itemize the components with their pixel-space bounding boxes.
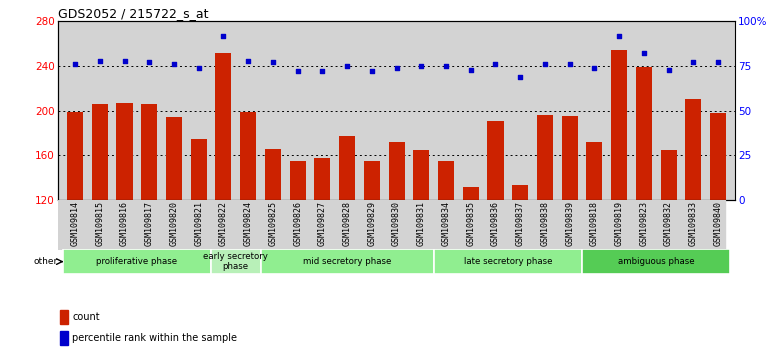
Bar (339, 136, 355, 334)
Point (464, 67, 477, 72)
Bar (67, 112, 83, 334)
Text: GSM109822: GSM109822 (219, 201, 228, 246)
Bar (265, 149, 281, 334)
Point (613, 33, 625, 38)
Text: ambiguous phase: ambiguous phase (618, 257, 695, 266)
Text: GSM109814: GSM109814 (71, 201, 79, 246)
Point (564, 61, 576, 67)
Text: GDS2052 / 215722_s_at: GDS2052 / 215722_s_at (58, 7, 208, 20)
Point (292, 68, 304, 74)
Bar (582, 249, 731, 274)
Text: GSM109831: GSM109831 (417, 201, 426, 246)
Text: percentile rank within the sample: percentile rank within the sample (72, 333, 237, 343)
Bar (438, 161, 454, 334)
Point (94, 58, 106, 63)
Bar (260, 249, 434, 274)
Bar (60, 310, 68, 324)
Text: GSM109826: GSM109826 (293, 201, 302, 246)
Point (662, 67, 675, 72)
Text: GSM109821: GSM109821 (194, 201, 203, 246)
Text: GSM109823: GSM109823 (639, 201, 648, 246)
Text: GSM109827: GSM109827 (318, 201, 326, 246)
Bar (661, 150, 677, 334)
Bar (710, 113, 726, 334)
Bar (434, 249, 582, 274)
Point (588, 65, 601, 70)
Text: early secretory
phase: early secretory phase (203, 252, 268, 271)
Bar (62, 249, 211, 274)
Bar (166, 117, 182, 334)
Point (390, 65, 403, 70)
Text: GSM109832: GSM109832 (664, 201, 673, 246)
Bar (240, 112, 256, 334)
Bar (92, 104, 108, 334)
Text: GSM109833: GSM109833 (689, 201, 698, 246)
Point (242, 58, 254, 63)
Text: GSM109838: GSM109838 (541, 201, 550, 246)
Point (489, 61, 501, 67)
Text: GSM109836: GSM109836 (491, 201, 500, 246)
Bar (537, 115, 553, 334)
Text: mid secretory phase: mid secretory phase (303, 257, 391, 266)
Text: GSM109839: GSM109839 (565, 201, 574, 246)
Point (539, 61, 551, 67)
Text: GSM109815: GSM109815 (95, 201, 104, 246)
Bar (611, 50, 627, 334)
Bar (191, 138, 207, 334)
Bar (586, 142, 602, 334)
Point (316, 68, 329, 74)
Bar (512, 185, 528, 334)
Text: GSM109818: GSM109818 (590, 201, 599, 246)
Text: GSM109825: GSM109825 (269, 201, 277, 246)
Text: GSM109817: GSM109817 (145, 201, 154, 246)
Point (415, 63, 427, 69)
Bar (314, 158, 330, 334)
Bar (141, 104, 157, 334)
Text: proliferative phase: proliferative phase (96, 257, 177, 266)
Bar (636, 67, 652, 334)
Point (687, 59, 699, 65)
Bar (290, 161, 306, 334)
Point (119, 58, 131, 63)
Point (712, 59, 725, 65)
Text: GSM109816: GSM109816 (120, 201, 129, 246)
Bar (363, 161, 380, 334)
Text: GSM109829: GSM109829 (367, 201, 377, 246)
Text: other: other (34, 257, 59, 266)
Bar (487, 121, 504, 334)
Point (341, 63, 353, 69)
Text: GSM109824: GSM109824 (243, 201, 253, 246)
Point (638, 51, 650, 56)
Bar (389, 142, 404, 334)
Bar (685, 99, 701, 334)
Text: GSM109840: GSM109840 (714, 201, 722, 246)
Text: GSM109819: GSM109819 (614, 201, 624, 246)
Bar (211, 249, 260, 274)
Bar (463, 187, 479, 334)
Text: GSM109837: GSM109837 (516, 201, 524, 246)
Point (143, 59, 156, 65)
Point (217, 33, 229, 38)
Text: GSM109834: GSM109834 (441, 201, 450, 246)
Point (168, 61, 180, 67)
Point (69, 61, 81, 67)
Point (266, 59, 279, 65)
Text: GSM109830: GSM109830 (392, 201, 401, 246)
Point (366, 68, 378, 74)
Bar (413, 150, 430, 334)
Text: GSM109828: GSM109828 (343, 201, 352, 246)
Point (514, 74, 527, 80)
Bar (216, 52, 232, 334)
Bar (561, 116, 578, 334)
Point (440, 63, 452, 69)
Point (192, 65, 205, 70)
Text: GSM109820: GSM109820 (169, 201, 179, 246)
Bar (116, 103, 132, 334)
Text: GSM109835: GSM109835 (467, 201, 475, 246)
Text: count: count (72, 312, 100, 322)
Bar (60, 331, 68, 345)
Text: late secretory phase: late secretory phase (464, 257, 552, 266)
